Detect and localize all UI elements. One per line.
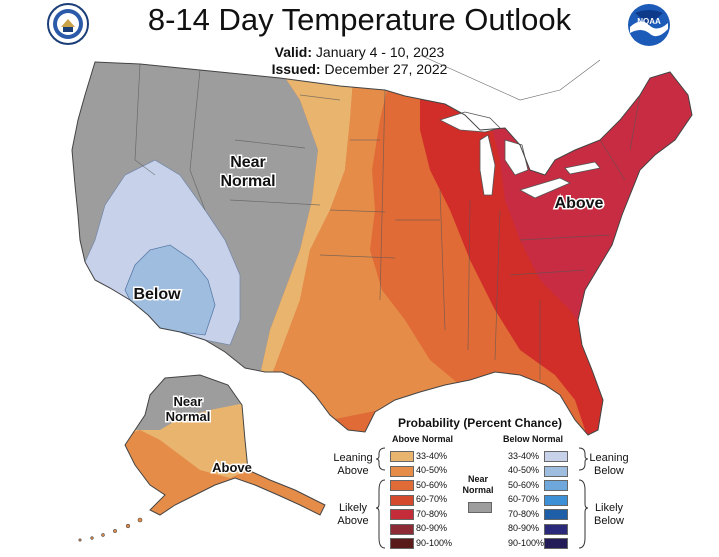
legend-leaning-above-line1: Leaning	[333, 452, 373, 464]
valid-dates: Valid: January 4 - 10, 2023	[0, 44, 719, 60]
legend-below-label: 60-70%	[508, 494, 540, 504]
lake-ontario	[564, 161, 601, 175]
legend-below-label: 33-40%	[508, 450, 540, 461]
label-below-conus: Below	[133, 286, 181, 303]
doc-seal-icon	[47, 3, 89, 45]
issued-value: December 27, 2022	[324, 61, 448, 77]
label-near-normal-conus-2: Normal	[220, 173, 275, 190]
label-near-normal-ak-1: Near	[174, 394, 203, 409]
legend-above-label: 40-50%	[416, 465, 448, 475]
legend-above-label: 50-60%	[416, 479, 448, 490]
page-title: 8-14 Day Temperature Outlook	[147, 2, 572, 37]
legend-above-label: 33-40%	[416, 450, 448, 461]
zone-40-50-above	[268, 62, 460, 420]
legend-likely-below-line1: Likely	[594, 502, 624, 514]
legend-above-label: 90-100%	[416, 537, 453, 548]
legend-above-swatch	[390, 494, 414, 506]
legend-near-normal-line2: Normal	[462, 485, 494, 495]
zone-33-40-above	[260, 62, 355, 385]
legend-below-header: Below Normal	[503, 434, 564, 444]
legend-bracket-above	[375, 447, 386, 549]
legend-likely-below: Likely Below	[586, 502, 632, 528]
valid-value: January 4 - 10, 2023	[315, 44, 445, 60]
legend-leaning-above-line2: Above	[337, 465, 369, 477]
label-near-normal-conus-1: Near	[230, 154, 266, 171]
issued-date: Issued: December 27, 2022	[0, 61, 719, 77]
alaska-zones	[125, 375, 325, 515]
legend-title: Probability (Percent Chance)	[397, 416, 563, 430]
great-lakes	[438, 111, 601, 199]
legend-above-swatch	[390, 465, 414, 477]
legend-leaning-below-line2: Below	[594, 465, 624, 477]
label-near-normal-ak-2: Normal	[166, 409, 211, 424]
legend-leaning-below-line1: Leaning	[589, 452, 629, 464]
legend-below-swatch	[544, 451, 568, 462]
lake-erie	[518, 177, 571, 199]
legend-above-header: Above Normal	[392, 434, 454, 444]
legend-leaning-above: Leaning Above	[330, 452, 376, 478]
legend-below-swatch	[544, 538, 568, 549]
legend-below-label: 40-50%	[508, 465, 540, 475]
legend-below-label: 70-80%	[508, 508, 540, 519]
legend-below-swatch	[544, 480, 568, 491]
legend-swatch-near-normal	[468, 502, 492, 513]
legend-likely-above-line2: Above	[337, 515, 369, 527]
legend-bracket-below	[578, 447, 589, 549]
legend-above-swatch	[390, 538, 414, 549]
label-above-ak: Above	[212, 460, 252, 475]
legend-below-swatch	[544, 494, 568, 506]
legend-above-label: 80-90%	[416, 523, 448, 533]
legend-likely-below-line2: Below	[594, 515, 624, 527]
lake-michigan	[479, 134, 496, 196]
valid-label: Valid:	[274, 44, 313, 60]
label-above-conus: Above	[555, 195, 604, 212]
legend-below-swatch	[544, 523, 568, 535]
legend-below-label: 50-60%	[508, 479, 540, 490]
legend-likely-above: Likely Above	[330, 502, 376, 528]
legend-above-label: 60-70%	[416, 494, 448, 504]
aleutian-islands	[78, 517, 143, 542]
issued-label: Issued:	[271, 61, 321, 77]
legend-leaning-below: Leaning Below	[586, 452, 632, 478]
state-borders	[134, 63, 641, 380]
legend-below-swatch	[544, 465, 568, 477]
legend-above-swatch	[390, 451, 414, 462]
legend-below-label: 80-90%	[508, 523, 540, 533]
legend-above-swatch	[390, 480, 414, 491]
legend-below-swatch	[544, 509, 568, 520]
noaa-logo-text: NOAA	[637, 17, 661, 26]
legend-near-normal: Near Normal	[456, 474, 500, 496]
legend-above-swatch	[390, 509, 414, 520]
legend-likely-above-line1: Likely	[338, 502, 368, 514]
canada-border	[419, 54, 601, 101]
legend-above-label: 70-80%	[416, 508, 448, 519]
conus-outline	[71, 61, 693, 436]
legend-below-label: 90-100%	[508, 537, 545, 548]
legend-above-swatch	[390, 523, 414, 535]
legend-near-normal-line1: Near	[467, 474, 488, 484]
noaa-logo-icon: NOAA	[628, 4, 670, 46]
alaska-outline	[124, 374, 326, 516]
